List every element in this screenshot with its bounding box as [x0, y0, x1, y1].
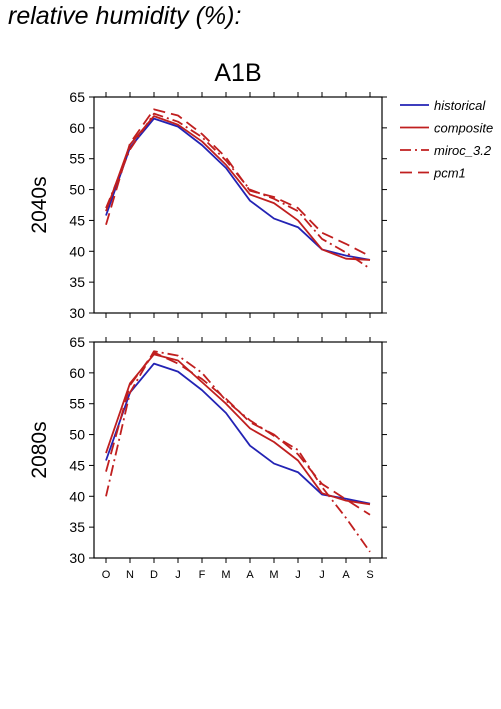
legend-item-pcm1: pcm1: [400, 166, 466, 181]
y-tick-label: 65: [69, 89, 85, 105]
x-tick-label: A: [342, 569, 350, 581]
y-tick-label: 55: [69, 151, 85, 167]
x-tick-label: N: [126, 569, 134, 581]
legend-label: historical: [434, 98, 486, 113]
series-line-pcm1: [105, 351, 371, 516]
y-tick-label: 30: [69, 305, 85, 321]
y-tick-label: 50: [69, 427, 85, 443]
legend-item-historical: historical: [400, 98, 486, 113]
y-tick-label: 35: [69, 519, 85, 535]
legend-label: pcm1: [433, 166, 466, 181]
series-line-historical: [105, 362, 371, 505]
series-line-miroc-3-2: [105, 112, 371, 270]
legend: historical composite miroc_3.2 pcm1: [400, 98, 493, 181]
y-tick-label: 50: [69, 182, 85, 198]
x-tick-label: D: [150, 569, 158, 581]
x-tick-label: M: [221, 569, 230, 581]
y-tick-label: 40: [69, 488, 85, 504]
y-tick-label: 30: [69, 550, 85, 566]
panel-ylabel: 2080s: [28, 421, 51, 478]
y-tick-label: 35: [69, 274, 85, 290]
plot-frame: [93, 96, 383, 314]
x-tick-label: M: [269, 569, 278, 581]
x-tick-label: J: [295, 569, 301, 581]
series-line-pcm1: [105, 108, 371, 258]
legend-item-composite: composite: [400, 121, 493, 136]
chart-title: A1B: [214, 59, 261, 87]
y-tick-label: 45: [69, 212, 85, 228]
series-line-composite: [105, 353, 371, 506]
panel-2: 30 35 40 45 50 55 60 65 2080s O N D J F M A M J J A S: [28, 334, 387, 581]
x-tick-label: S: [366, 569, 373, 581]
page-title: relative humidity (%):: [8, 2, 242, 30]
plot-frame: [93, 341, 383, 559]
series-line-composite: [105, 115, 371, 261]
legend-label: composite: [434, 121, 493, 136]
y-tick-label: 60: [69, 365, 85, 381]
x-tick-label: O: [102, 569, 111, 581]
x-tick-label: J: [175, 569, 181, 581]
x-tick-label: J: [319, 569, 325, 581]
legend-item-miroc-3-2: miroc_3.2: [400, 143, 492, 158]
panel-ylabel: 2040s: [28, 176, 51, 233]
y-tick-label: 60: [69, 120, 85, 136]
legend-label: miroc_3.2: [434, 143, 492, 158]
x-tick-label: A: [246, 569, 254, 581]
series-line-historical: [105, 117, 371, 261]
panel-1: 30 35 40 45 50 55 60 65 2040s: [28, 89, 387, 321]
y-tick-label: 40: [69, 243, 85, 259]
y-tick-label: 45: [69, 457, 85, 473]
x-tick-label: F: [199, 569, 206, 581]
y-tick-label: 65: [69, 334, 85, 350]
y-tick-label: 55: [69, 396, 85, 412]
chart-panels: 30 35 40 45 50 55 60 65 2040s 30 35 40 45 50 55 60 65 208…: [28, 89, 387, 581]
series-line-miroc-3-2: [105, 350, 371, 553]
